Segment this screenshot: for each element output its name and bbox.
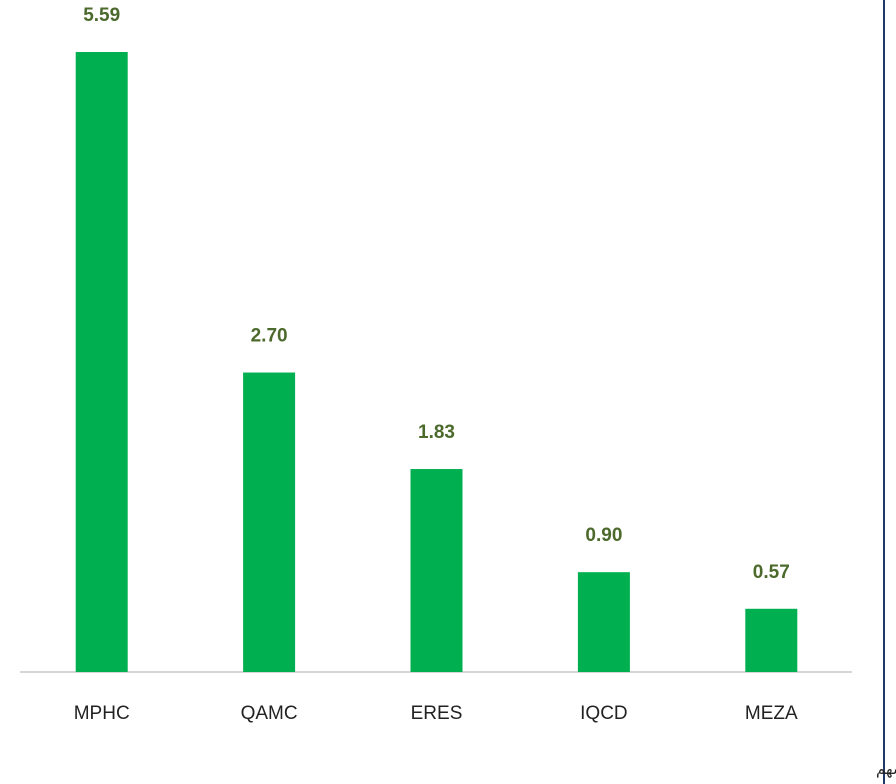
x-tick-label: MEZA [745, 703, 798, 724]
bar [577, 572, 630, 672]
bar [410, 469, 463, 672]
value-label: 5.59 [83, 5, 120, 26]
x-tick-label: IQCD [580, 703, 628, 724]
value-label: 0.90 [585, 525, 622, 546]
value-label: 1.83 [418, 422, 455, 443]
bar [75, 52, 128, 672]
unit-note: مليون سهم [876, 761, 896, 778]
bar [243, 372, 296, 672]
x-tick-label: QAMC [241, 703, 298, 724]
x-tick-label: ERES [411, 703, 463, 724]
x-tick-label: MPHC [74, 703, 130, 724]
value-label: 2.70 [251, 326, 288, 347]
value-label: 0.57 [753, 562, 790, 583]
bar [745, 608, 798, 672]
